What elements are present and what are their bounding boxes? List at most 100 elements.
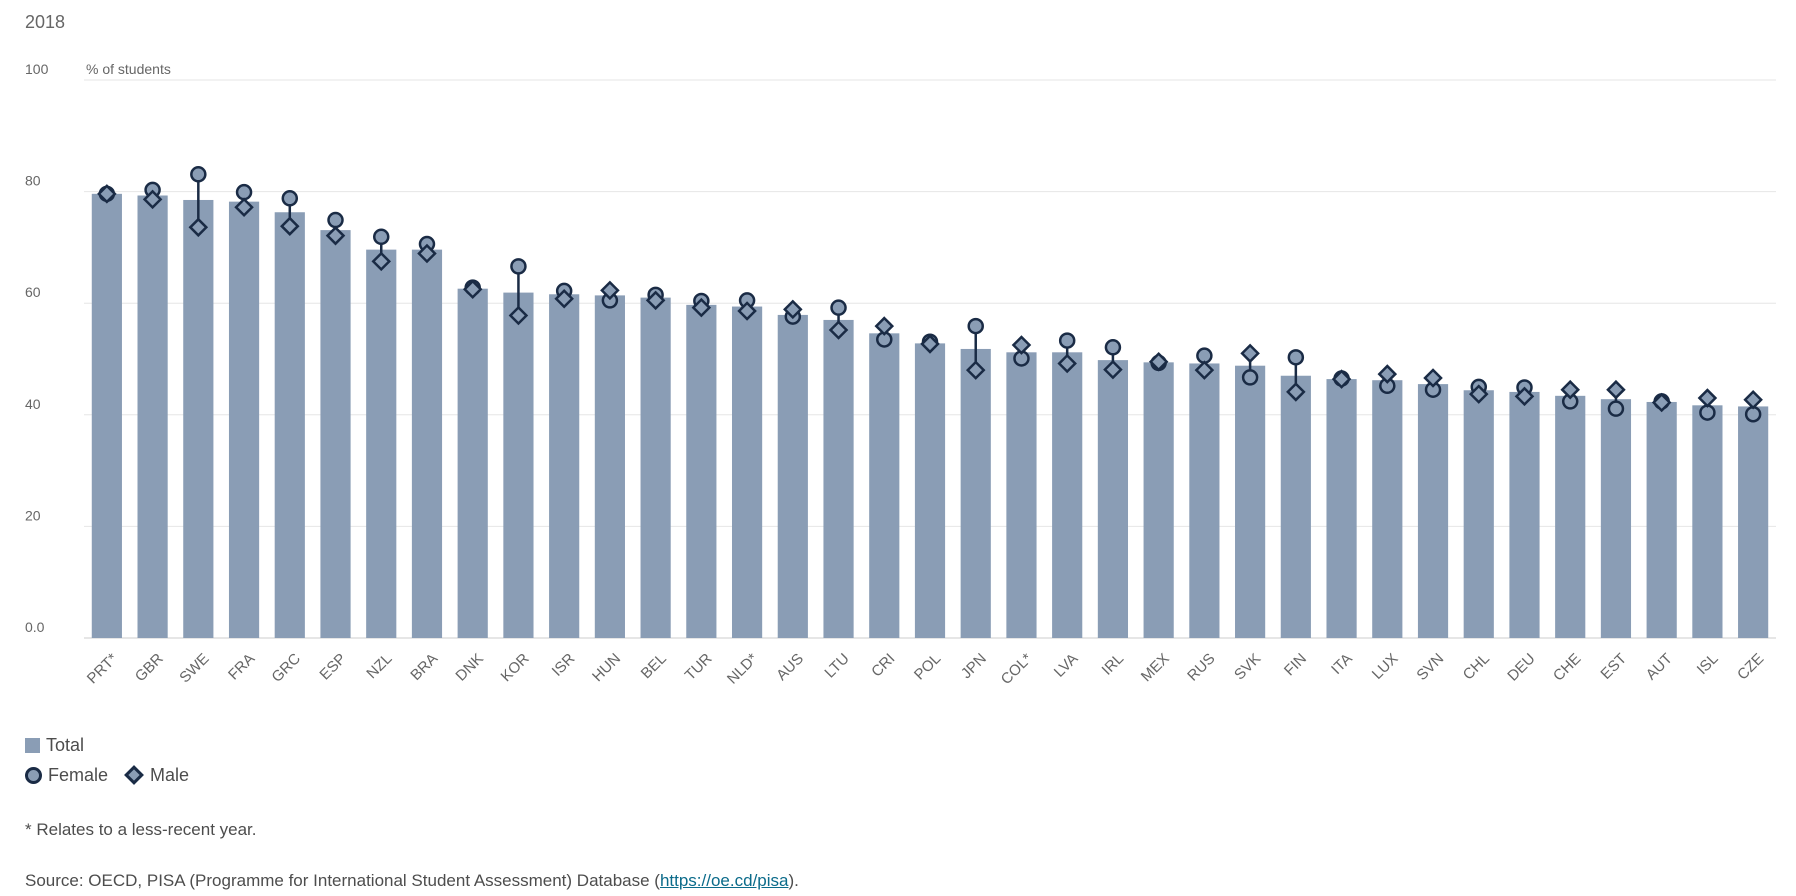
marker-male-EST[interactable] bbox=[1606, 379, 1626, 400]
bar-total-NLD[interactable] bbox=[731, 306, 763, 638]
marker-male-COL[interactable] bbox=[1011, 335, 1032, 355]
bar-total-HUN[interactable] bbox=[594, 295, 625, 638]
marker-male-NLD[interactable] bbox=[737, 301, 757, 321]
marker-male-TUR[interactable] bbox=[691, 297, 712, 318]
marker-female-LTU[interactable] bbox=[830, 299, 847, 316]
marker-female-EST[interactable] bbox=[1607, 400, 1625, 417]
marker-female-JPN[interactable] bbox=[967, 317, 984, 335]
marker-male-DNK[interactable] bbox=[462, 279, 483, 300]
marker-male-BRA[interactable] bbox=[417, 243, 437, 264]
marker-male-IRL[interactable] bbox=[1103, 359, 1123, 380]
bar-total-CRI[interactable] bbox=[869, 333, 900, 638]
legend-item-total[interactable]: Total bbox=[25, 735, 84, 756]
marker-male-LVA[interactable] bbox=[1057, 353, 1077, 374]
bar-total-DNK[interactable] bbox=[457, 288, 488, 638]
marker-male-ITA[interactable] bbox=[1331, 369, 1352, 389]
marker-male-SVK[interactable] bbox=[1240, 343, 1260, 364]
marker-female-GRC[interactable] bbox=[281, 190, 299, 207]
marker-male-KOR[interactable] bbox=[508, 305, 529, 326]
marker-male-CZE[interactable] bbox=[1743, 389, 1763, 410]
marker-male-HUN[interactable] bbox=[600, 280, 620, 301]
bar-total-LUX[interactable] bbox=[1372, 380, 1403, 638]
bar-total-CZE[interactable] bbox=[1738, 406, 1769, 638]
bar-total-CHE[interactable] bbox=[1555, 395, 1586, 638]
bar-total-FIN[interactable] bbox=[1280, 375, 1311, 638]
bar-total-AUS[interactable] bbox=[777, 314, 808, 638]
bar-total-DEU[interactable] bbox=[1509, 391, 1540, 638]
marker-male-FRA[interactable] bbox=[234, 197, 254, 217]
bar-total-GRC[interactable] bbox=[274, 212, 305, 638]
bar-total-ISL[interactable] bbox=[1692, 405, 1723, 638]
marker-male-MEX[interactable] bbox=[1148, 352, 1169, 372]
marker-female-NZL[interactable] bbox=[372, 228, 390, 246]
marker-male-ESP[interactable] bbox=[325, 225, 346, 246]
marker-female-SWE[interactable] bbox=[190, 166, 207, 183]
marker-male-FIN[interactable] bbox=[1286, 382, 1306, 402]
marker-female-FRA[interactable] bbox=[235, 183, 253, 201]
bar-total-PRT[interactable] bbox=[91, 193, 122, 638]
x-tick-label: CHL bbox=[1460, 650, 1493, 683]
marker-male-LUX[interactable] bbox=[1377, 364, 1398, 384]
x-tick-label: DNK bbox=[452, 650, 486, 684]
x-tick-label: CRI bbox=[868, 650, 898, 680]
marker-male-RUS[interactable] bbox=[1194, 360, 1215, 380]
bar-total-ESP[interactable] bbox=[320, 230, 351, 639]
marker-male-DEU[interactable] bbox=[1514, 386, 1535, 407]
marker-male-ISL[interactable] bbox=[1697, 388, 1718, 408]
marker-male-CRI[interactable] bbox=[874, 316, 895, 336]
bar-total-NZL[interactable] bbox=[366, 249, 397, 638]
bar-total-LVA[interactable] bbox=[1052, 352, 1083, 638]
legend-label-male: Male bbox=[150, 764, 190, 785]
bar-total-TUR[interactable] bbox=[686, 304, 717, 638]
bar-total-BRA[interactable] bbox=[411, 249, 443, 638]
y-axis-tick-labels: 0.0 20 40 60 80 100 bbox=[25, 61, 49, 635]
marker-female-IRL[interactable] bbox=[1104, 339, 1122, 356]
bar-total-FRA[interactable] bbox=[228, 201, 260, 639]
marker-female-LVA[interactable] bbox=[1058, 332, 1076, 349]
bar-total-CHL[interactable] bbox=[1463, 390, 1494, 638]
bar-total-MEX[interactable] bbox=[1143, 362, 1174, 638]
bar-total-SVN[interactable] bbox=[1417, 384, 1449, 638]
marker-female-KOR[interactable] bbox=[510, 258, 527, 275]
bar-total-GBR[interactable] bbox=[137, 195, 168, 639]
bar-total-KOR[interactable] bbox=[503, 292, 534, 638]
y-tick-label: 20 bbox=[25, 507, 41, 523]
marker-female-SVK[interactable] bbox=[1241, 369, 1259, 386]
marker-male-AUT[interactable] bbox=[1651, 392, 1672, 413]
bar-total-POL[interactable] bbox=[914, 343, 946, 638]
marker-male-GBR[interactable] bbox=[142, 189, 163, 210]
marker-male-SWE[interactable] bbox=[188, 217, 209, 238]
footnote: * Relates to a less-recent year. bbox=[25, 820, 257, 839]
marker-male-NZL[interactable] bbox=[371, 251, 392, 272]
marker-male-CHL[interactable] bbox=[1468, 384, 1489, 404]
bar-total-JPN[interactable] bbox=[960, 348, 991, 638]
marker-male-SVN[interactable] bbox=[1423, 368, 1443, 388]
bar-total-BEL[interactable] bbox=[640, 297, 671, 638]
source-link[interactable]: https://oe.cd/pisa bbox=[659, 871, 789, 890]
marker-female-ESP[interactable] bbox=[327, 211, 344, 229]
bar-total-EST[interactable] bbox=[1600, 399, 1632, 638]
bar-total-ITA[interactable] bbox=[1326, 379, 1357, 638]
marker-male-BEL[interactable] bbox=[645, 290, 666, 311]
marker-male-POL[interactable] bbox=[920, 334, 940, 354]
legend-item-male[interactable]: Male bbox=[124, 765, 189, 786]
marker-male-LTU[interactable] bbox=[828, 320, 849, 340]
marker-male-CHE[interactable] bbox=[1560, 379, 1580, 400]
marker-male-AUS[interactable] bbox=[783, 299, 803, 320]
bar-total-LTU[interactable] bbox=[823, 319, 854, 638]
bar-total-RUS[interactable] bbox=[1189, 363, 1220, 638]
bar-total-ISR[interactable] bbox=[549, 294, 580, 638]
x-tick-label: LTU bbox=[821, 650, 852, 681]
legend-item-female[interactable]: Female bbox=[25, 765, 108, 786]
bar-total-SVK[interactable] bbox=[1235, 365, 1266, 638]
marker-male-JPN[interactable] bbox=[965, 360, 986, 380]
bar-total-AUT[interactable] bbox=[1646, 401, 1677, 638]
bar-total-IRL[interactable] bbox=[1097, 360, 1129, 638]
marker-male-PRT[interactable] bbox=[97, 184, 117, 204]
bar-total-SWE[interactable] bbox=[183, 199, 214, 638]
marker-male-GRC[interactable] bbox=[280, 216, 300, 236]
marker-female-FIN[interactable] bbox=[1287, 349, 1305, 366]
bar-total-COL[interactable] bbox=[1006, 352, 1037, 638]
marker-male-ISR[interactable] bbox=[554, 288, 574, 309]
x-tick-label: BEL bbox=[638, 650, 670, 682]
